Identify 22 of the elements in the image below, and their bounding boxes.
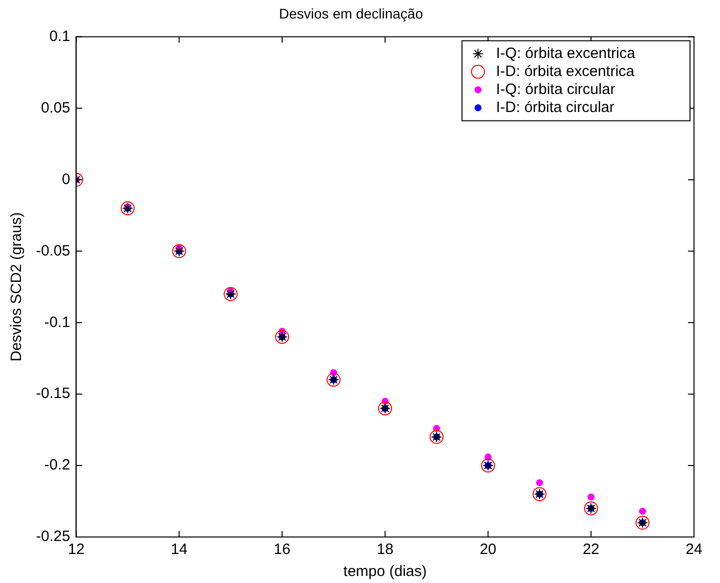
y-tick-label: -0.2	[44, 456, 70, 474]
y-tick-label: -0.05	[36, 242, 70, 260]
x-tick-label: 18	[376, 541, 394, 558]
y-tick-label: -0.25	[36, 528, 70, 546]
y-tick-label: 0.05	[40, 99, 70, 116]
x-axis-title: tempo (dias)	[343, 563, 427, 580]
x-tick-label: 24	[686, 541, 702, 558]
legend-label: I-D: órbita circular	[496, 98, 614, 116]
x-tick-label: 14	[170, 541, 188, 558]
y-tick-label: -0.15	[36, 385, 70, 402]
chart-title: Desvios em declinação	[279, 5, 424, 22]
y-tick-label: 0	[62, 170, 70, 188]
x-tick-label: 20	[480, 541, 496, 558]
y-axis-title: Desvios SCD2 (graus)	[8, 212, 26, 362]
legend-label: I-D: órbita excentrica	[496, 62, 636, 80]
y-tick-label: 0.1	[49, 28, 70, 45]
legend-label: I-Q: órbita circular	[496, 80, 616, 98]
x-tick-label: 16	[274, 541, 290, 558]
legend-label: I-Q: órbita excentrica	[496, 44, 636, 62]
x-tick-label: 22	[582, 541, 600, 558]
x-tick-label: 12	[68, 541, 85, 558]
y-tick-label: -0.1	[44, 314, 70, 331]
